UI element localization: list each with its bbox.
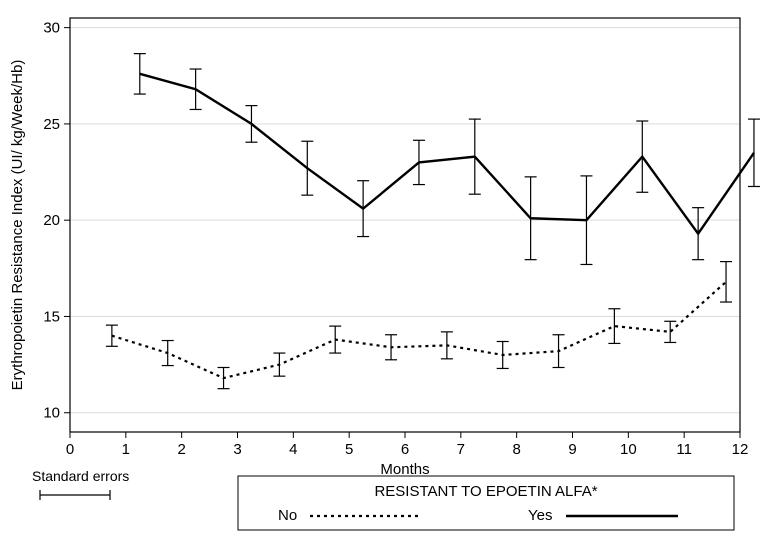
- x-tick-label: 0: [66, 441, 74, 458]
- legend-entry-no: No: [278, 507, 297, 524]
- legend-title: RESISTANT TO EPOETIN ALFA*: [374, 483, 597, 500]
- y-axis-title: Erythropoietin Resistance Index (UI/ kg/…: [9, 60, 26, 391]
- legend-entry-yes: Yes: [528, 507, 552, 524]
- x-tick-label: 5: [345, 441, 353, 458]
- x-tick-label: 10: [620, 441, 637, 458]
- x-tick-label: 2: [177, 441, 185, 458]
- x-tick-label: 4: [289, 441, 297, 458]
- standard-errors-label: Standard errors: [32, 468, 129, 484]
- plot-border: [70, 18, 740, 432]
- x-tick-label: 3: [233, 441, 241, 458]
- x-tick-label: 9: [568, 441, 576, 458]
- x-tick-label: 1: [122, 441, 130, 458]
- y-tick-label: 10: [43, 405, 60, 422]
- y-tick-label: 20: [43, 212, 60, 229]
- y-tick-label: 25: [43, 116, 60, 133]
- y-tick-label: 30: [43, 20, 60, 37]
- series-line-yes: [140, 74, 754, 234]
- y-tick-label: 15: [43, 308, 60, 325]
- x-tick-label: 6: [401, 441, 409, 458]
- x-axis-title: Months: [380, 461, 429, 478]
- x-tick-label: 11: [676, 441, 692, 458]
- x-tick-label: 12: [732, 441, 749, 458]
- series-line-no: [112, 282, 726, 378]
- x-tick-label: 8: [512, 441, 520, 458]
- x-tick-label: 7: [457, 441, 465, 458]
